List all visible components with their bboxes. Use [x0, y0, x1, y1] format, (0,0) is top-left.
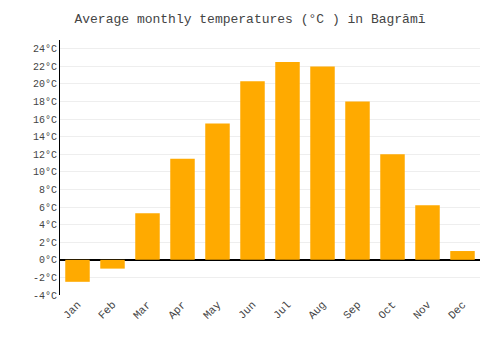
svg-text:2°C: 2°C	[39, 238, 57, 249]
svg-text:14°C: 14°C	[33, 132, 57, 143]
svg-text:Aug: Aug	[306, 299, 328, 321]
svg-text:10°C: 10°C	[33, 167, 57, 178]
svg-text:Jan: Jan	[61, 299, 83, 321]
svg-text:May: May	[201, 299, 224, 322]
svg-text:Feb: Feb	[96, 299, 118, 321]
svg-text:Jul: Jul	[271, 299, 293, 321]
svg-text:Average monthly temperatures (: Average monthly temperatures (°C ) in Ba…	[74, 12, 425, 27]
svg-text:6°C: 6°C	[39, 203, 57, 214]
svg-text:Apr: Apr	[166, 299, 188, 321]
svg-text:16°C: 16°C	[33, 115, 57, 126]
svg-text:Mar: Mar	[131, 299, 153, 321]
svg-text:Dec: Dec	[446, 299, 468, 321]
svg-text:0°C: 0°C	[39, 255, 57, 266]
svg-text:20°C: 20°C	[33, 79, 57, 90]
svg-text:8°C: 8°C	[39, 185, 57, 196]
svg-text:-4°C: -4°C	[33, 291, 57, 302]
svg-text:18°C: 18°C	[33, 97, 57, 108]
svg-text:22°C: 22°C	[33, 62, 57, 73]
svg-text:Nov: Nov	[411, 299, 434, 322]
svg-text:Oct: Oct	[376, 299, 398, 321]
svg-text:24°C: 24°C	[33, 44, 57, 55]
svg-text:4°C: 4°C	[39, 220, 57, 231]
svg-text:Jun: Jun	[236, 299, 258, 321]
svg-text:-2°C: -2°C	[33, 273, 57, 284]
svg-text:12°C: 12°C	[33, 150, 57, 161]
svg-text:Sep: Sep	[341, 299, 363, 321]
